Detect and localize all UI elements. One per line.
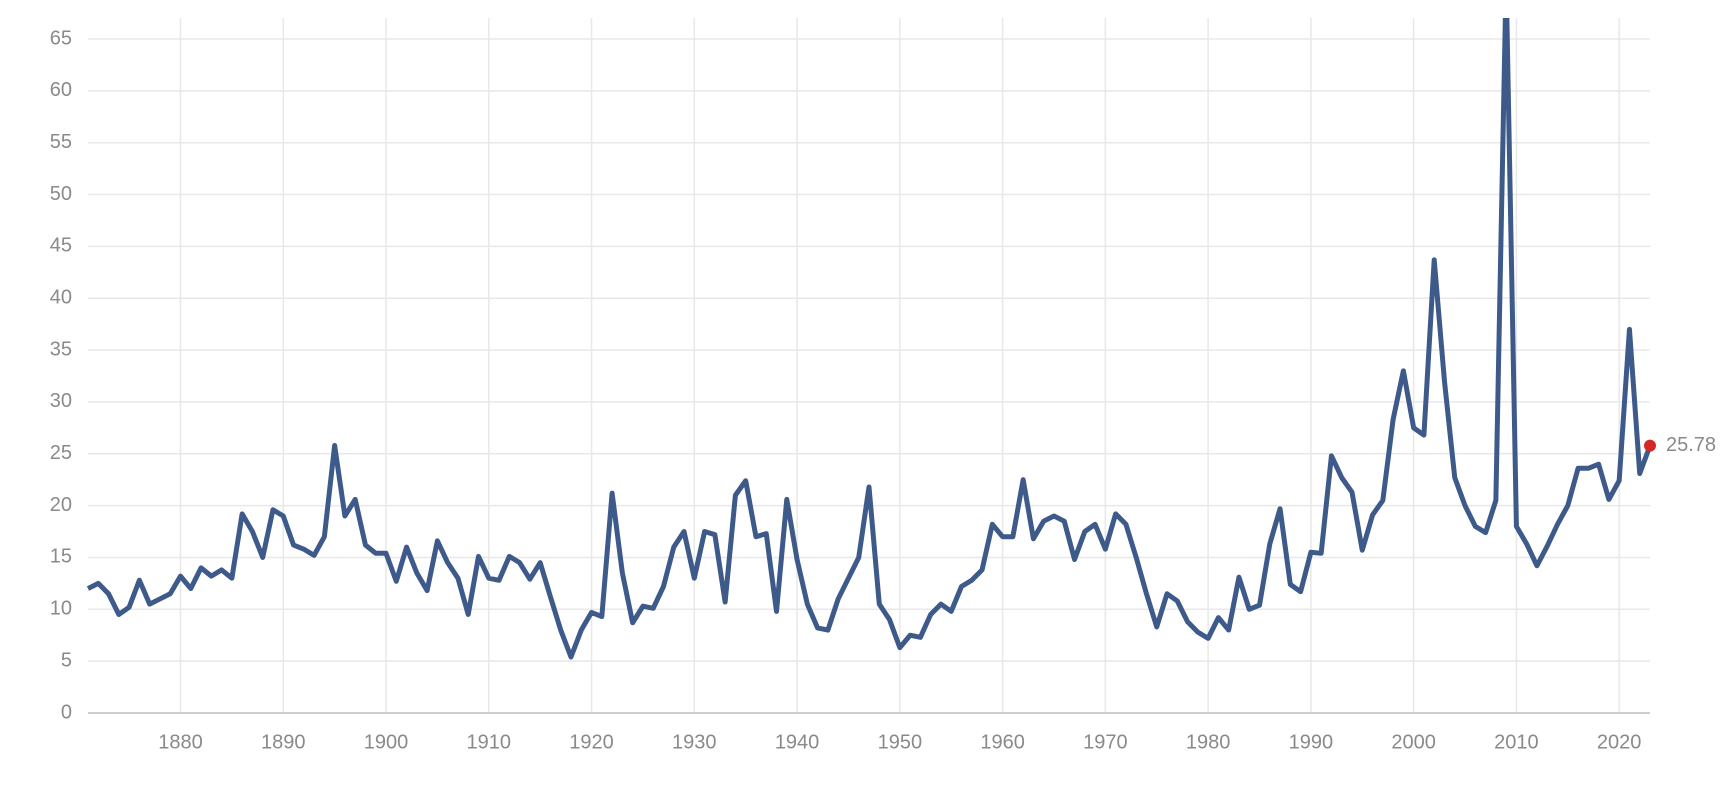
x-tick-label: 1930 (672, 731, 717, 753)
x-tick-label: 1880 (158, 731, 203, 753)
y-tick-label: 55 (50, 131, 72, 153)
last-value-label: 25.78 (1666, 434, 1716, 456)
y-tick-label: 25 (50, 442, 72, 464)
last-point (1644, 439, 1656, 452)
x-tick-label: 1920 (569, 731, 614, 753)
y-tick-label: 35 (50, 338, 72, 360)
x-tick-label: 1890 (261, 731, 306, 753)
y-tick-label: 40 (50, 287, 72, 309)
x-tick-label: 1940 (775, 731, 820, 753)
x-tick-label: 1980 (1186, 731, 1231, 753)
x-tick-label: 2000 (1391, 731, 1436, 753)
y-tick-label: 5 (61, 649, 72, 671)
x-tick-label: 1950 (878, 731, 923, 753)
x-tick-label: 1910 (467, 731, 512, 753)
y-tick-label: 15 (50, 546, 72, 568)
y-tick-label: 50 (50, 183, 72, 205)
y-tick-label: 20 (50, 494, 72, 516)
x-tick-label: 1900 (364, 731, 409, 753)
x-tick-label: 1990 (1289, 731, 1334, 753)
x-tick-label: 2010 (1494, 731, 1539, 753)
y-tick-label: 30 (50, 390, 72, 412)
x-tick-label: 2020 (1597, 731, 1642, 753)
y-tick-label: 0 (61, 701, 72, 723)
x-tick-label: 1960 (980, 731, 1025, 753)
y-tick-label: 65 (50, 27, 72, 49)
x-tick-label: 1970 (1083, 731, 1128, 753)
y-tick-label: 10 (50, 598, 72, 620)
y-tick-label: 60 (50, 79, 72, 101)
pe-line (86, 18, 1653, 660)
y-tick-label: 45 (50, 235, 72, 257)
